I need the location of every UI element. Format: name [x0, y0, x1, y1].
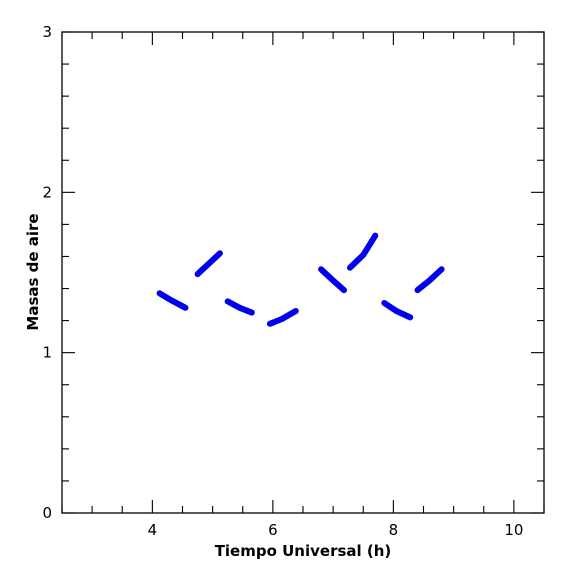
- airmass-segment-5: [318, 266, 347, 294]
- airmass-segment-6: [347, 232, 379, 271]
- y-tick-label: 3: [42, 23, 52, 41]
- airmass-segment-2: [194, 250, 223, 278]
- y-tick-label: 1: [42, 344, 52, 362]
- data-series: [156, 232, 445, 327]
- airmass-segment-3: [224, 298, 255, 316]
- x-tick-label: 4: [148, 521, 158, 539]
- x-tick-label: 6: [268, 521, 278, 539]
- plot-frame: [61, 31, 545, 514]
- y-tick-label: 0: [42, 504, 52, 522]
- airmass-segment-8: [414, 266, 445, 294]
- x-tick-label: 10: [504, 521, 523, 539]
- airmass-segment-4: [266, 308, 299, 327]
- axis-ticks: [61, 31, 545, 514]
- airmass-segment-1: [156, 290, 189, 311]
- x-tick-label: 8: [389, 521, 399, 539]
- y-tick-label: 2: [42, 183, 52, 201]
- axis-tick-labels: 4 6 8 10 0 1 2 3: [42, 23, 523, 539]
- y-axis-title: Masas de aire: [24, 213, 42, 330]
- airmass-segment-7: [381, 300, 414, 321]
- plot-border: [61, 31, 545, 514]
- x-axis-title: Tiempo Universal (h): [215, 542, 392, 560]
